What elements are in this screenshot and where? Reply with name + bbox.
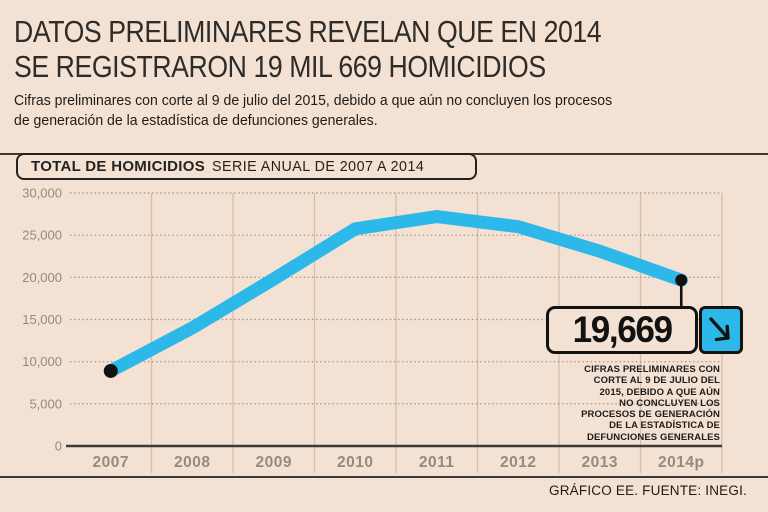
y-tick-label: 25,000	[22, 228, 62, 243]
x-tick-label: 2013	[582, 454, 618, 471]
x-tick-label: 2011	[419, 454, 455, 471]
page-title: DATOS PRELIMINARES REVELAN QUE EN 2014 S…	[14, 14, 602, 84]
x-tick-label: 2012	[500, 454, 536, 471]
x-tick-label: 2009	[256, 454, 292, 471]
x-tick-label: 2014p	[658, 454, 704, 471]
chart-annotation: CIFRAS PRELIMINARES CON CORTE AL 9 DE JU…	[581, 364, 720, 443]
chart-title-box: TOTAL DE HOMICIDIOS SERIE ANUAL DE 2007 …	[16, 153, 477, 180]
page-subtitle: Cifras preliminares con corte al 9 de ju…	[14, 93, 613, 129]
arrow-down-right-icon	[699, 306, 743, 354]
chart-title-regular: SERIE ANUAL DE 2007 A 2014	[212, 158, 425, 175]
y-tick-label: 20,000	[22, 270, 62, 285]
chart-title-bold: TOTAL DE HOMICIDIOS	[31, 158, 206, 175]
x-tick-label: 2008	[174, 454, 210, 471]
y-tick-label: 10,000	[22, 354, 62, 369]
source-credit: GRÁFICO EE. FUENTE: INEGI.	[549, 483, 747, 498]
data-point-2007	[103, 363, 118, 378]
x-tick-label: 2007	[93, 454, 129, 471]
y-tick-label: 30,000	[22, 186, 62, 201]
bottom-divider	[0, 476, 768, 478]
callout-value: 19,669	[572, 309, 673, 350]
y-tick-label: 5,000	[29, 396, 62, 411]
y-tick-label: 15,000	[22, 312, 62, 327]
data-point-2014p	[675, 274, 688, 287]
x-tick-label: 2010	[337, 454, 373, 471]
y-tick-label: 0	[55, 439, 62, 454]
value-callout: 19,669	[546, 306, 698, 354]
